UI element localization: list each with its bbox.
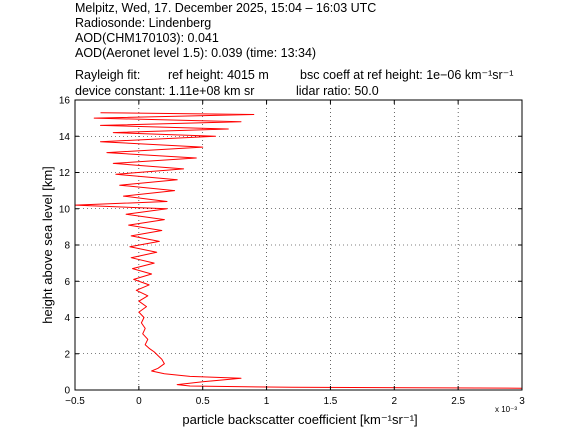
header-line-location: Melpitz, Wed, 17. December 2025, 15:04 –… [75,1,377,15]
x-tick-label: −0.5 [65,396,85,407]
header-ref-height: ref height: 4015 m [168,68,269,82]
y-axis-label: height above sea level [km] [40,166,55,324]
x-tick-label: 1.5 [323,396,337,407]
grid-layer [75,100,522,390]
header-rayleigh-label: Rayleigh fit: [75,68,141,82]
header-device-constant: device constant: 1.11e+08 km sr [75,84,255,98]
x-axis-label: particle backscatter coefficient [km⁻¹sr… [182,412,417,427]
x-tick-label: 0 [136,396,142,407]
y-tick-label: 12 [59,168,71,179]
x-tick-label: 1 [264,396,270,407]
x-tick-label: 0.5 [196,396,210,407]
header-bsc-coeff: bsc coeff at ref height: 1e−06 km⁻¹sr⁻¹ [300,68,514,82]
line-layer [74,112,523,389]
backscatter-profile-line [74,112,523,389]
y-tick-label: 10 [59,204,71,215]
y-tick-label: 8 [64,241,70,252]
x-tick-label: 2 [392,396,398,407]
x-tick-label: 2.5 [451,396,465,407]
y-tick-label: 6 [64,277,70,288]
x-exponent-label: x 10⁻³ [495,405,517,414]
header-line-aod-chm: AOD(CHM170103): 0.041 [75,31,219,45]
y-tick-label: 14 [59,132,71,143]
y-tick-label: 16 [59,96,71,107]
x-tick-label: 3 [519,396,525,407]
y-tick-label: 0 [64,386,70,397]
header-lidar-ratio: lidar ratio: 50.0 [296,84,379,98]
y-tick-label: 4 [64,313,70,324]
header-line-aod-aeronet: AOD(Aeronet level 1.5): 0.039 (time: 13:… [75,46,317,60]
y-tick-label: 2 [64,349,70,360]
header-line-radiosonde: Radiosonde: Lindenberg [75,16,212,30]
